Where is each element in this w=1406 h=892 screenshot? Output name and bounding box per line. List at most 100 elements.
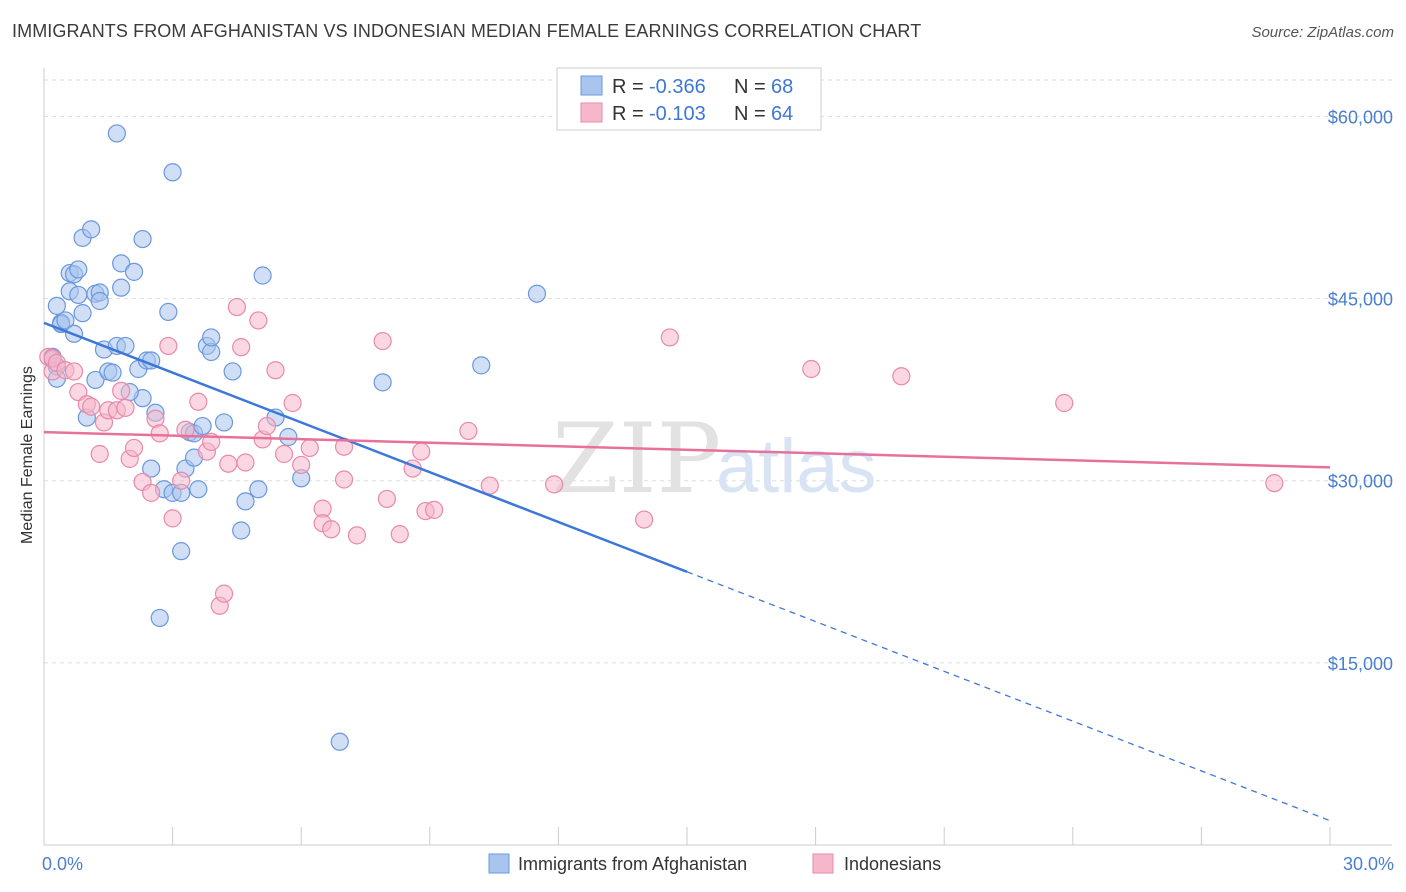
afghanistan-point-57 bbox=[236, 492, 255, 511]
legend-r-value-2: -0.103 bbox=[649, 103, 706, 125]
afghanistan-point-38 bbox=[150, 608, 169, 628]
afghanistan-point-13 bbox=[69, 260, 88, 279]
chart-title: IMMIGRANTS FROM AFGHANISTAN VS INDONESIA… bbox=[12, 21, 922, 41]
afghanistan-point-28 bbox=[112, 278, 131, 297]
stats-legend: R = -0.366 N = 68 R = -0.103 N = 64 bbox=[556, 67, 822, 131]
indonesian-point-17 bbox=[142, 483, 161, 502]
indonesian-point-9 bbox=[90, 444, 109, 464]
indonesian-point-55 bbox=[480, 476, 499, 495]
indonesian-point-24 bbox=[189, 392, 208, 411]
indonesian-point-63 bbox=[116, 398, 135, 417]
afghanistan-point-56 bbox=[232, 521, 251, 540]
y-tick-label-0: $15,000 bbox=[1328, 654, 1393, 674]
afghanistan-point-36 bbox=[142, 459, 161, 478]
watermark: ZIP atlas bbox=[552, 403, 877, 515]
legend-swatch-pink bbox=[580, 102, 603, 123]
afghanistan-trend-line bbox=[43, 321, 688, 573]
afghanistan-point-30 bbox=[124, 262, 144, 281]
indonesian-point-21 bbox=[163, 509, 182, 528]
axes bbox=[43, 68, 1392, 846]
indonesian-point-19 bbox=[150, 424, 169, 443]
indonesian-point-29 bbox=[219, 454, 238, 473]
afghanistan-point-33 bbox=[133, 229, 152, 249]
legend-r-label-2: R = bbox=[612, 103, 644, 125]
indonesian-point-33 bbox=[249, 311, 268, 330]
legend-n-value-1: 68 bbox=[771, 76, 793, 98]
indonesian-point-31 bbox=[232, 338, 251, 357]
afghanistan-point-4 bbox=[47, 296, 66, 315]
indonesian-trend-line bbox=[43, 430, 1331, 469]
indonesian-point-20 bbox=[159, 336, 178, 356]
trend-lines bbox=[43, 321, 1331, 822]
series-legend-label-1: Immigrants from Afghanistan bbox=[518, 854, 747, 874]
indonesian-point-53 bbox=[424, 500, 444, 519]
afghanistan-point-65 bbox=[527, 284, 547, 303]
afghanistan-trend-extension bbox=[686, 571, 1331, 822]
x-tick-labels: 0.0% 30.0% bbox=[42, 854, 1394, 874]
afghanistan-point-66 bbox=[279, 427, 298, 447]
watermark-atlas: atlas bbox=[716, 424, 877, 509]
afghanistan-point-41 bbox=[163, 163, 182, 182]
afghanistan-point-40 bbox=[159, 302, 178, 322]
indonesian-point-36 bbox=[266, 361, 285, 380]
afghanistan-point-19 bbox=[86, 370, 105, 390]
indonesian-point-56 bbox=[545, 475, 564, 494]
y-axis-title: Median Female Earnings bbox=[19, 366, 36, 544]
afghanistan-point-7 bbox=[56, 311, 75, 330]
indonesian-point-35 bbox=[257, 416, 277, 436]
afghanistan-point-14 bbox=[73, 304, 92, 323]
afghanistan-point-49 bbox=[189, 480, 208, 499]
y-tick-label-3: $60,000 bbox=[1328, 107, 1393, 127]
legend-n-label-2: N = bbox=[734, 103, 766, 125]
series-legend-swatch-blue bbox=[488, 853, 510, 874]
indonesian-point-58 bbox=[660, 328, 679, 347]
indonesian-point-46 bbox=[347, 526, 367, 545]
afghanistan-point-59 bbox=[253, 266, 272, 285]
afghanistan-point-54 bbox=[214, 413, 234, 432]
y-tick-labels: $15,000 $30,000 $45,000 $60,000 bbox=[1328, 107, 1393, 673]
indonesian-point-60 bbox=[892, 367, 911, 386]
x-tick-label-start: 0.0% bbox=[42, 854, 83, 874]
data-points bbox=[39, 124, 1284, 751]
afghanistan-point-21 bbox=[90, 291, 109, 311]
afghanistan-point-12 bbox=[69, 285, 88, 305]
afghanistan-point-27 bbox=[112, 254, 131, 273]
grid bbox=[44, 79, 1392, 664]
indonesian-point-54 bbox=[459, 421, 478, 441]
x-tick-label-end: 30.0% bbox=[1343, 854, 1394, 874]
indonesian-point-23 bbox=[176, 420, 195, 439]
indonesian-point-28 bbox=[214, 584, 234, 603]
legend-r-value-1: -0.366 bbox=[649, 76, 706, 98]
afghanistan-point-62 bbox=[330, 732, 349, 751]
indonesian-point-59 bbox=[802, 359, 821, 379]
indonesian-point-39 bbox=[292, 455, 311, 475]
afghanistan-point-44 bbox=[172, 542, 191, 561]
indonesian-point-44 bbox=[334, 470, 354, 489]
indonesian-point-49 bbox=[390, 525, 409, 544]
afghanistan-point-50 bbox=[193, 416, 212, 436]
afghanistan-point-55 bbox=[223, 362, 242, 381]
indonesian-point-22 bbox=[172, 471, 191, 490]
indonesian-point-48 bbox=[377, 489, 397, 509]
source-label: Source: ZipAtlas.com bbox=[1251, 24, 1394, 41]
legend-swatch-blue bbox=[580, 75, 603, 96]
series-legend-label-2: Indonesians bbox=[844, 854, 941, 874]
afghanistan-point-64 bbox=[472, 356, 491, 375]
indonesian-point-43 bbox=[322, 520, 341, 539]
series-legend: Immigrants from Afghanistan Indonesians bbox=[488, 853, 941, 874]
indonesian-point-5 bbox=[64, 362, 84, 381]
indonesian-point-37 bbox=[274, 444, 294, 464]
indonesian-point-40 bbox=[300, 438, 319, 458]
indonesian-point-61 bbox=[1055, 393, 1074, 413]
afghanistan-point-53 bbox=[202, 328, 221, 347]
afghanistan-point-24 bbox=[103, 363, 122, 382]
indonesian-point-57 bbox=[635, 510, 654, 529]
legend-n-value-2: 64 bbox=[771, 103, 793, 125]
indonesian-point-38 bbox=[283, 393, 302, 413]
y-tick-label-1: $30,000 bbox=[1328, 472, 1393, 492]
afghanistan-point-63 bbox=[373, 373, 392, 392]
indonesian-point-32 bbox=[236, 453, 255, 472]
indonesian-point-62 bbox=[1265, 474, 1284, 493]
indonesian-point-30 bbox=[227, 297, 246, 317]
